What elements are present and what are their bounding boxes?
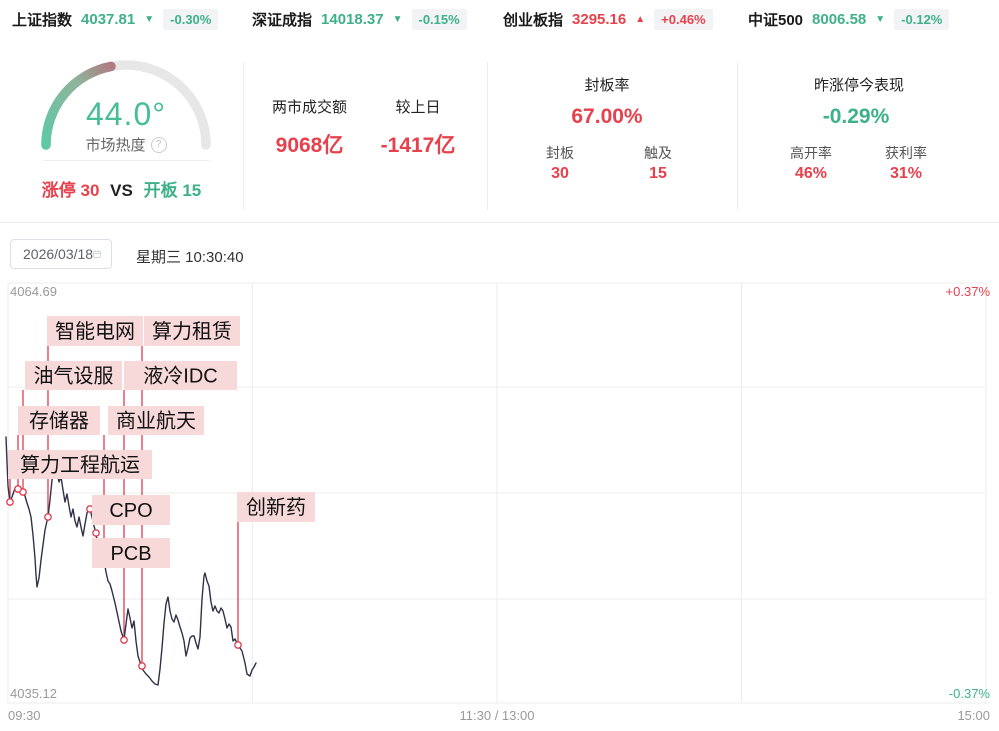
sector-tag-label[interactable]: CPO [109, 500, 152, 522]
sector-tag-label[interactable]: 油气设服 [34, 365, 114, 388]
index-value: 8006.58 [812, 11, 867, 28]
yesterday-performance-value: -0.29% [822, 105, 890, 128]
yesterday-performance-title: 昨涨停今表现 [813, 77, 904, 94]
profit-rate-label: 获利率 [885, 145, 927, 161]
index-name: 深证成指 [252, 12, 313, 29]
sector-tag[interactable] [25, 361, 122, 390]
heat-card-divider [43, 160, 210, 161]
card-divider [737, 62, 738, 210]
seal-rate-value: 67.00% [571, 105, 643, 128]
limit-up-label: 涨停 [41, 181, 76, 200]
sector-tag[interactable] [47, 316, 143, 346]
card-divider [243, 62, 244, 210]
limit-up-count: 30 [80, 181, 100, 200]
sector-tag-label[interactable]: 算力租赁 [152, 320, 232, 343]
open-board-label: 开板 [143, 181, 178, 200]
section-divider [0, 222, 999, 223]
seal-rate-title: 封板率 [584, 77, 630, 94]
turnover-label: 两市成交额 [271, 99, 347, 116]
sector-tag[interactable] [18, 406, 100, 435]
turnover-diff-value: -1417亿 [380, 134, 456, 157]
up-arrow-icon: ▲ [635, 13, 646, 25]
index-shanghai-composite: 上证指数 4037.81 ▼ -0.30% [12, 9, 219, 30]
sector-tag[interactable] [124, 361, 237, 390]
high-open-rate-value: 46% [794, 165, 828, 182]
sector-tag-label[interactable]: PCB [110, 543, 151, 565]
tag-marker-dot [92, 529, 100, 537]
market-heat-gauge [41, 60, 211, 150]
x-axis-close-label: 15:00 [957, 708, 990, 723]
index-value: 4037.81 [81, 11, 136, 28]
sealed-label: 封板 [546, 145, 574, 161]
tag-marker-dot [6, 498, 14, 506]
tag-marker-dot [44, 513, 52, 521]
sealed-count: 30 [551, 165, 569, 182]
high-open-rate-label: 高开率 [790, 145, 832, 161]
open-board-count: 15 [182, 181, 202, 200]
index-change-badge: +0.46% [654, 9, 713, 30]
down-arrow-icon: ▼ [875, 13, 886, 25]
sector-tag[interactable] [92, 538, 170, 568]
y-axis-max-label: 4064.69 [10, 284, 57, 299]
index-value: 14018.37 [321, 11, 384, 28]
date-picker[interactable]: 2026/03/18 [10, 239, 112, 269]
turnover-diff-label: 较上日 [395, 99, 441, 116]
market-heat-value: 44.0° [85, 96, 167, 132]
pct-max-label: +0.37% [945, 284, 990, 299]
index-name: 中证500 [748, 12, 804, 29]
x-axis-midday-label: 11:30 / 13:00 [459, 708, 535, 723]
market-heat-label-row: 市场热度 ? [40, 134, 212, 155]
sector-tag-label[interactable]: 创新药 [246, 496, 306, 519]
sector-tag[interactable] [8, 450, 152, 479]
sector-tag-label[interactable]: 算力工程航运 [20, 454, 140, 477]
sector-tag-label[interactable]: 存储器 [29, 410, 89, 433]
y-axis-min-label: 4035.12 [10, 686, 57, 701]
weekday-time: 星期三 10:30:40 [136, 249, 244, 266]
index-value: 3295.16 [572, 11, 627, 28]
x-axis-open-label: 09:30 [8, 708, 41, 723]
index-change-badge: -0.12% [894, 9, 950, 30]
touched-label: 触及 [644, 145, 672, 161]
sector-tag[interactable] [108, 406, 204, 435]
down-arrow-icon: ▼ [144, 13, 155, 25]
tag-marker-dot [120, 636, 128, 644]
profit-rate-value: 31% [889, 165, 923, 182]
card-divider [487, 62, 488, 210]
market-heat-label: 市场热度 [85, 137, 146, 154]
sector-tag[interactable] [144, 316, 240, 346]
sector-tag-label[interactable]: 智能电网 [55, 320, 135, 343]
index-change-badge: -0.15% [411, 9, 467, 30]
index-name: 上证指数 [12, 12, 73, 29]
index-name: 创业板指 [503, 12, 564, 29]
index-change-badge: -0.30% [163, 9, 219, 30]
index-shenzhen-component: 深证成指 14018.37 ▼ -0.15% [252, 9, 467, 30]
tag-marker-dot [234, 641, 242, 649]
touched-count: 15 [649, 165, 667, 182]
index-chinext: 创业板指 3295.16 ▲ +0.46% [503, 9, 713, 30]
calendar-icon[interactable] [93, 247, 101, 261]
turnover-value: 9068亿 [275, 134, 344, 157]
help-icon[interactable]: ? [150, 136, 167, 153]
date-picker-value[interactable]: 2026/03/18 [23, 246, 94, 262]
sector-tag[interactable] [237, 492, 315, 522]
sector-tag[interactable] [92, 495, 170, 525]
tag-marker-dot [14, 485, 22, 493]
limit-up-vs-open-row: 涨停 30 VS 开板 15 [0, 176, 243, 201]
gauge-value-arc [41, 61, 116, 150]
sector-tag-label[interactable]: 液冷IDC [143, 365, 217, 388]
vs-label: VS [110, 181, 133, 200]
tag-marker-dot [138, 662, 146, 670]
sector-tag-label[interactable]: 商业航天 [116, 410, 196, 433]
down-arrow-icon: ▼ [392, 13, 403, 25]
pct-min-label: -0.37% [948, 686, 990, 701]
index-csi500: 中证500 8006.58 ▼ -0.12% [748, 9, 950, 30]
